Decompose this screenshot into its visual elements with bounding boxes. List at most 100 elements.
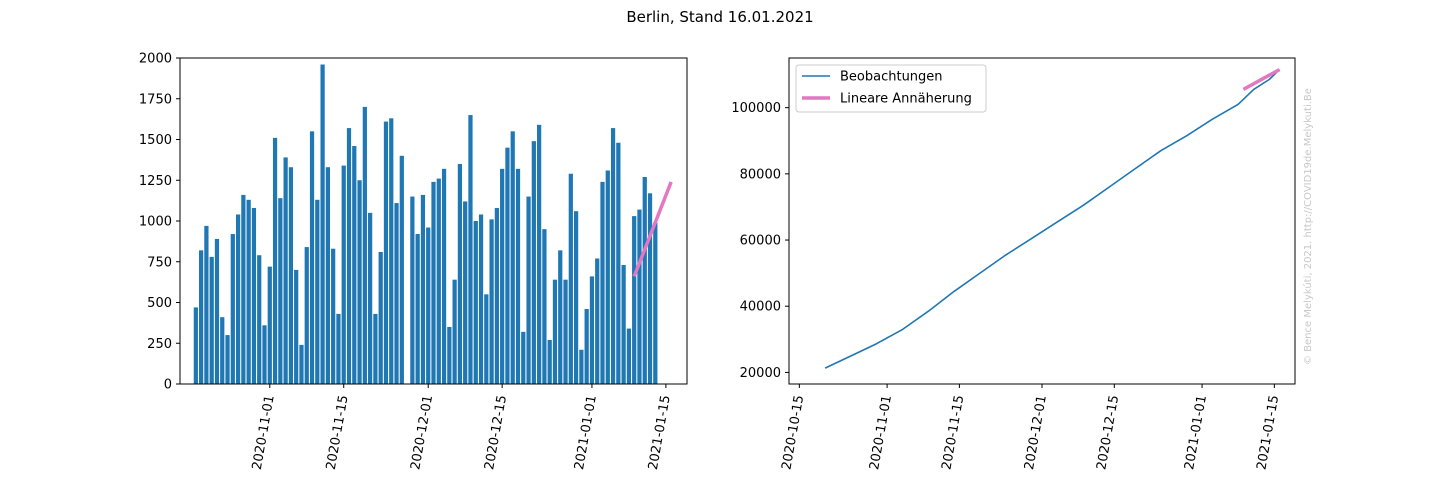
bar: [621, 265, 626, 384]
bar: [632, 216, 637, 384]
left-x-tick-label: 2020-12-15: [482, 394, 510, 471]
bar: [647, 193, 653, 384]
bar: [262, 325, 267, 384]
bar: [526, 196, 531, 384]
bar: [447, 326, 452, 384]
bar: [331, 248, 336, 384]
bar: [420, 194, 426, 384]
bar: [542, 229, 547, 384]
bar: [515, 168, 521, 384]
bar: [579, 349, 584, 384]
bar: [389, 118, 394, 384]
bar: [431, 181, 436, 384]
bar: [616, 142, 621, 384]
left-y-tick-label: 1500: [139, 133, 172, 148]
left-x-tick-label: 2020-11-15: [324, 394, 352, 471]
right-series-group: [824, 68, 1281, 369]
bar: [452, 279, 457, 384]
bar: [373, 313, 378, 384]
bar: [288, 167, 294, 384]
bar: [304, 247, 309, 384]
right-x-tick-label: 2020-11-01: [867, 394, 895, 471]
bar: [505, 147, 510, 384]
bar: [415, 234, 420, 384]
bar: [346, 128, 352, 384]
left-y-tick-label: 1750: [139, 92, 172, 107]
left-y-tick-label: 1000: [139, 215, 172, 230]
bar: [468, 115, 473, 385]
bar: [521, 331, 526, 384]
left-y-tick-label: 750: [147, 255, 172, 270]
bar: [573, 211, 579, 384]
bar: [653, 222, 658, 384]
right-x-tick-label: 2020-10-15: [779, 394, 807, 471]
bar: [558, 250, 563, 384]
bar: [537, 124, 542, 384]
bar: [257, 255, 262, 384]
bar: [336, 313, 341, 384]
bar: [494, 207, 499, 384]
left-x-tick-label: 2020-11-01: [250, 394, 278, 471]
right-x-tick-label: 2021-01-15: [1254, 394, 1282, 471]
bar: [199, 250, 204, 384]
bar: [209, 256, 214, 384]
bar: [568, 173, 573, 384]
bar: [357, 180, 362, 384]
bar: [299, 344, 304, 384]
right-x-tick-label: 2020-11-15: [939, 394, 967, 471]
left-x-tick-label: 2020-12-01: [408, 394, 436, 471]
right-y-tick-label: 40000: [740, 300, 781, 315]
bar: [283, 157, 288, 384]
right-y-tick-label: 60000: [740, 234, 781, 249]
figure-title: Berlin, Stand 16.01.2021: [626, 8, 813, 26]
bar: [368, 212, 373, 384]
left-fit-line: [632, 181, 673, 278]
legend-entry-label: Lineare Annäherung: [840, 92, 972, 107]
bar: [230, 234, 235, 384]
bar: [436, 178, 441, 384]
bar: [320, 64, 325, 385]
right-x-tick-label: 2021-01-01: [1182, 394, 1210, 471]
bar: [267, 266, 272, 384]
bar: [547, 339, 552, 384]
right-x-axis: 2020-10-15 2020-11-01 2020-11-15 2020-12-01…: [779, 384, 1282, 471]
bar: [378, 251, 383, 384]
bar: [399, 155, 404, 384]
bar: [272, 137, 278, 384]
right-y-tick-label: 80000: [740, 167, 781, 182]
left-x-tick-label: 2021-01-15: [646, 394, 674, 471]
bar: [605, 170, 610, 384]
bar: [531, 141, 536, 384]
right-x-tick-label: 2020-12-01: [1022, 394, 1050, 471]
legend: Beobachtungen Lineare Annäherung: [795, 64, 987, 113]
bar: [589, 276, 595, 384]
left-y-tick-label: 250: [147, 337, 172, 352]
bar: [584, 309, 589, 384]
bar: [463, 201, 468, 384]
bar: [626, 328, 632, 384]
observations-line: [824, 69, 1281, 369]
bar: [563, 279, 568, 384]
bar: [410, 196, 415, 384]
right-x-tick-label: 2020-12-15: [1094, 394, 1122, 471]
bar: [610, 128, 616, 384]
bar: [294, 269, 299, 384]
bar: [473, 221, 478, 384]
bar: [309, 131, 315, 384]
bar: [341, 165, 346, 384]
left-y-tick-label: 500: [147, 296, 172, 311]
bar: [394, 203, 399, 384]
bar: [362, 106, 367, 385]
left-y-tick-label: 0: [164, 378, 172, 393]
legend-entry-label: Beobachtungen: [840, 70, 943, 85]
left-y-tick-label: 1250: [139, 174, 172, 189]
left-bar-chart: 0 250 500 750 1000 1250 1500 1750 2000 2020-11-0…: [139, 52, 688, 471]
bar: [441, 168, 447, 384]
bar: [600, 181, 605, 384]
bar: [500, 168, 505, 384]
right-y-tick-label: 20000: [740, 366, 781, 381]
bar: [193, 307, 198, 384]
watermark-text: © Bence Melykúti, 2021. http://COVID19de…: [1302, 88, 1314, 365]
